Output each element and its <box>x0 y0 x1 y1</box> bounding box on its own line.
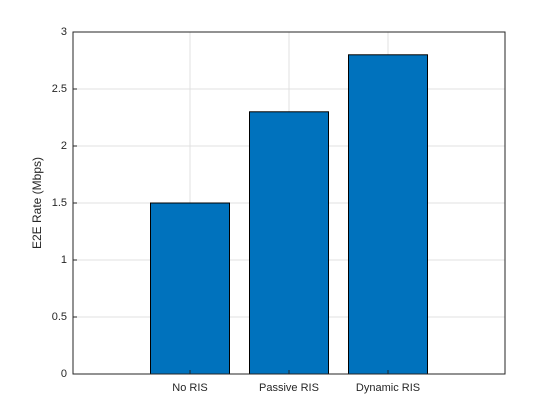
y-tick-label: 0 <box>61 368 67 380</box>
y-tick-label: 3 <box>61 26 67 38</box>
y-tick-label: 0.5 <box>52 311 67 323</box>
axes-box <box>72 31 506 375</box>
x-tick-label: Dynamic RIS <box>356 382 420 394</box>
y-axis-label: E2E Rate (Mbps) <box>30 157 44 249</box>
y-tick-label: 1.5 <box>52 197 67 209</box>
y-tick-label: 2 <box>61 140 67 152</box>
y-tick-label: 2.5 <box>52 83 67 95</box>
x-tick-label: No RIS <box>172 382 207 394</box>
bar <box>348 54 428 375</box>
x-tick-label: Passive RIS <box>259 382 319 394</box>
bar <box>249 111 329 375</box>
bar <box>150 202 230 375</box>
y-tick-label: 1 <box>61 254 67 266</box>
